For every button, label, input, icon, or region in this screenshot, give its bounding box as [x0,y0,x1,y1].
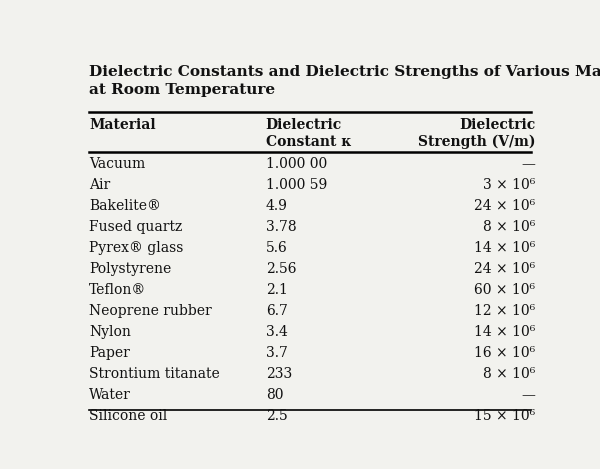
Text: —: — [521,388,535,402]
Text: 2.1: 2.1 [266,283,287,297]
Text: 8 × 10⁶: 8 × 10⁶ [483,367,535,381]
Text: Water: Water [89,388,131,402]
Text: 6.7: 6.7 [266,304,287,318]
Text: Nylon: Nylon [89,325,131,339]
Text: 14 × 10⁶: 14 × 10⁶ [474,241,535,255]
Text: 16 × 10⁶: 16 × 10⁶ [474,346,535,360]
Text: Dielectric
Constant κ: Dielectric Constant κ [266,118,351,149]
Text: Teflon®: Teflon® [89,283,146,297]
Text: 3.78: 3.78 [266,220,296,234]
Text: 4.9: 4.9 [266,199,287,213]
Text: Strontium titanate: Strontium titanate [89,367,220,381]
Text: Pyrex® glass: Pyrex® glass [89,241,184,255]
Text: 3.7: 3.7 [266,346,287,360]
Text: 8 × 10⁶: 8 × 10⁶ [483,220,535,234]
Text: Material: Material [89,118,155,132]
Text: Polystyrene: Polystyrene [89,262,171,276]
Text: 3 × 10⁶: 3 × 10⁶ [483,178,535,192]
Text: Neoprene rubber: Neoprene rubber [89,304,212,318]
Text: Bakelite®: Bakelite® [89,199,161,213]
Text: 2.5: 2.5 [266,409,287,423]
Text: 24 × 10⁶: 24 × 10⁶ [474,262,535,276]
Text: 14 × 10⁶: 14 × 10⁶ [474,325,535,339]
Text: 5.6: 5.6 [266,241,287,255]
Text: 80: 80 [266,388,283,402]
Text: Paper: Paper [89,346,130,360]
Text: 233: 233 [266,367,292,381]
Text: 3.4: 3.4 [266,325,287,339]
Text: Dielectric Constants and Dielectric Strengths of Various Materials
at Room Tempe: Dielectric Constants and Dielectric Stre… [89,65,600,97]
Text: 24 × 10⁶: 24 × 10⁶ [474,199,535,213]
Text: 60 × 10⁶: 60 × 10⁶ [475,283,535,297]
Text: Silicone oil: Silicone oil [89,409,167,423]
Text: 15 × 10⁶: 15 × 10⁶ [474,409,535,423]
Text: Air: Air [89,178,110,192]
Text: 12 × 10⁶: 12 × 10⁶ [474,304,535,318]
Text: —: — [521,158,535,171]
Text: 1.000 59: 1.000 59 [266,178,327,192]
Text: Vacuum: Vacuum [89,158,145,171]
Text: Fused quartz: Fused quartz [89,220,182,234]
Text: 2.56: 2.56 [266,262,296,276]
Text: Dielectric
Strength (V/m): Dielectric Strength (V/m) [418,118,535,150]
Text: 1.000 00: 1.000 00 [266,158,327,171]
